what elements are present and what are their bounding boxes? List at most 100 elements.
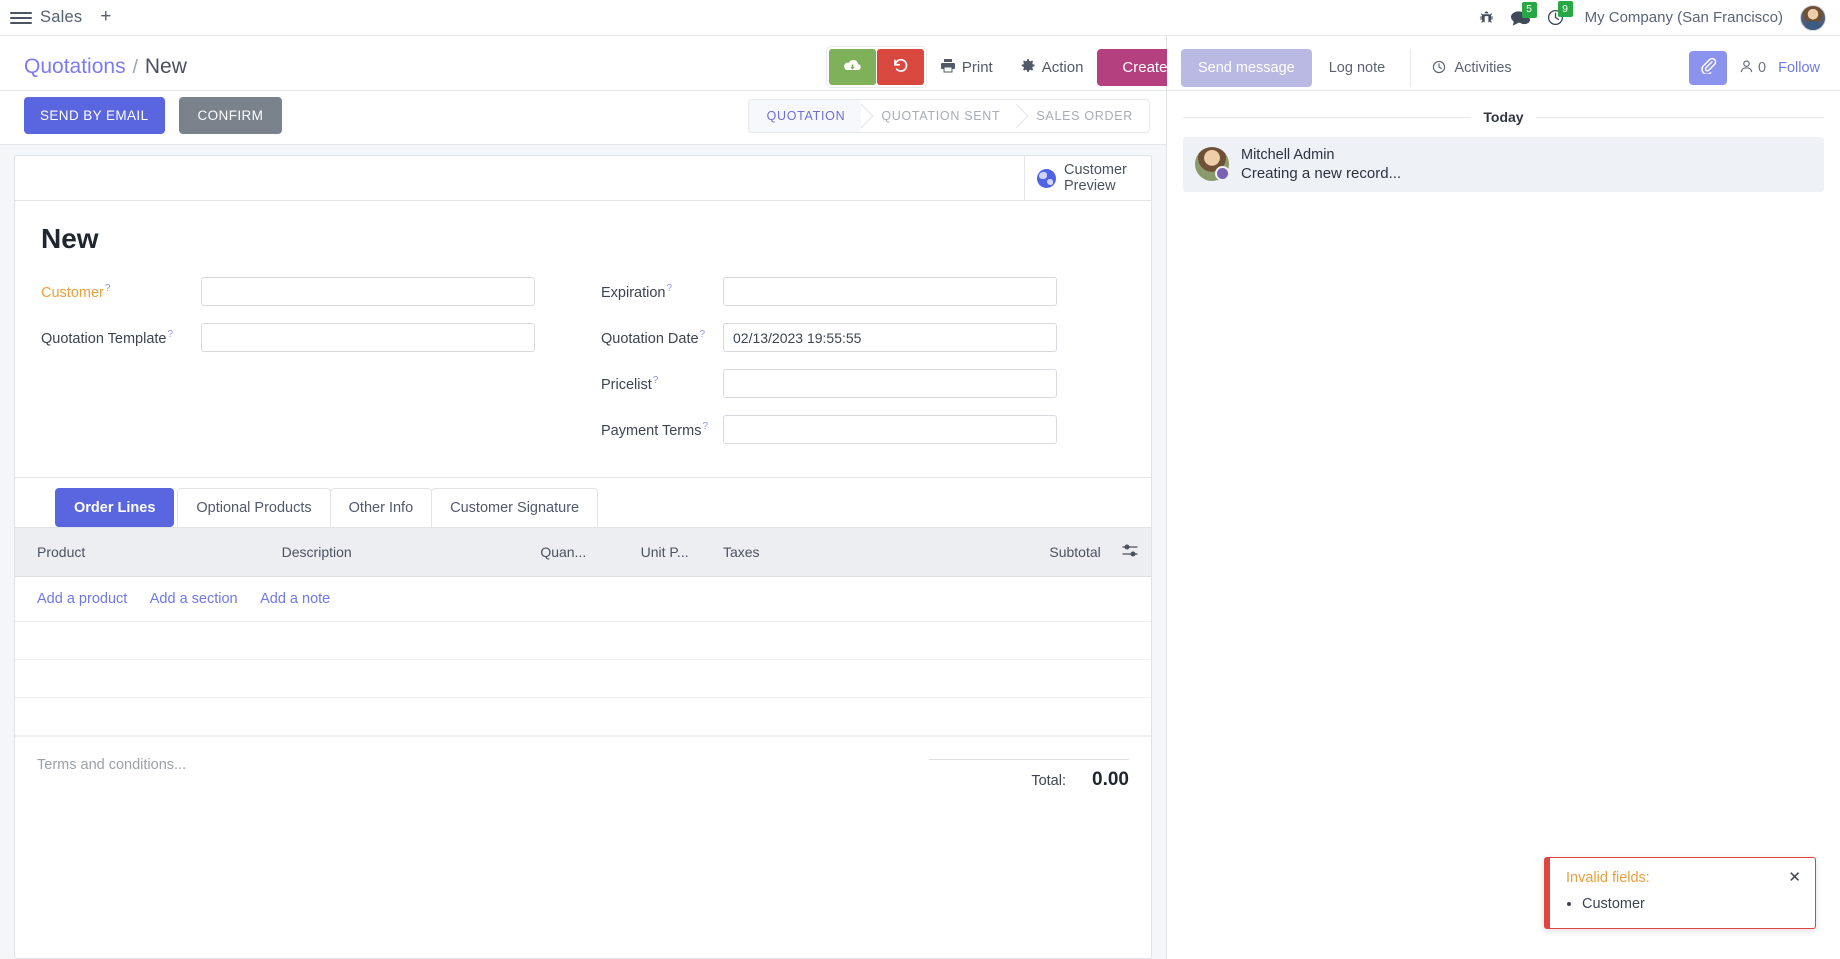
form-sheet: Customer Preview New Customer? (14, 155, 1152, 959)
message-author: Mitchell Admin (1241, 147, 1335, 163)
column-header-quantity: Quan... (532, 528, 633, 577)
tab-optional-products[interactable]: Optional Products (177, 488, 331, 527)
close-icon[interactable]: ✕ (1788, 869, 1801, 886)
expiration-help-icon[interactable]: ? (666, 283, 673, 294)
app-name[interactable]: Sales (40, 8, 83, 26)
discard-button[interactable] (876, 49, 924, 85)
message-body: Creating a new record... (1241, 165, 1402, 182)
cloud-upload-icon (843, 58, 862, 76)
invalid-fields-toast: Invalid fields: ✕ Customer (1544, 857, 1816, 929)
expiration-label: Expiration? (601, 277, 723, 301)
tab-other-info[interactable]: Other Info (329, 488, 433, 527)
quotation-date-help-icon[interactable]: ? (699, 329, 706, 340)
breadcrumb-separator: / (132, 57, 138, 78)
expiration-input[interactable] (723, 277, 1057, 306)
save-button[interactable] (828, 49, 876, 85)
gear-icon (1021, 58, 1036, 77)
empty-cell (15, 621, 1151, 660)
add-a-note-link[interactable]: Add a note (260, 591, 331, 607)
day-separator: Today (1183, 109, 1825, 125)
statusbar-step-sales-order[interactable]: SALES ORDER (1016, 99, 1149, 132)
tab-customer-signature[interactable]: Customer Signature (431, 488, 599, 527)
add-a-section-link[interactable]: Add a section (149, 591, 238, 607)
customer-help-icon[interactable]: ? (104, 283, 111, 294)
tab-order-lines[interactable]: Order Lines (55, 488, 175, 527)
message-thread: Today Mitchell Admin Creating a new reco… (1167, 91, 1840, 202)
empty-cell (15, 697, 1151, 736)
bug-icon[interactable] (1479, 10, 1494, 26)
customer-preview-label: Customer Preview (1064, 162, 1127, 194)
log-note-button[interactable]: Log note (1328, 60, 1386, 76)
record-title: New (41, 223, 99, 254)
print-button[interactable]: Print (926, 58, 1007, 77)
toast-items: Customer (1582, 896, 1803, 912)
total-label: Total: (1031, 773, 1067, 789)
action-label: Action (1041, 58, 1084, 76)
quotation-date-label: Quotation Date? (601, 323, 723, 347)
notebook: Order Lines Optional Products Other Info… (15, 477, 1151, 958)
add-a-product-link[interactable]: Add a product (37, 591, 128, 607)
field-row-quotation-date: Quotation Date? (601, 323, 1125, 353)
pricelist-input[interactable] (723, 369, 1057, 398)
quotation-date-input[interactable] (723, 323, 1057, 352)
control-panel: Quotations / New (0, 36, 1193, 91)
quotation-template-help-icon[interactable]: ? (167, 329, 174, 340)
menu-icon[interactable] (10, 7, 32, 29)
terms-and-conditions-input[interactable]: Terms and conditions... (37, 757, 187, 773)
empty-cell (15, 659, 1151, 698)
new-tab-plus-icon[interactable]: + (100, 6, 112, 27)
user-avatar[interactable] (1800, 4, 1826, 31)
sheet-wrapper: Customer Preview New Customer? (0, 145, 1166, 959)
attachment-button[interactable] (1689, 51, 1728, 85)
control-panel-row: Quotations / New (14, 44, 1193, 90)
customer-preview-line2: Preview (1064, 178, 1116, 194)
payment-terms-input[interactable] (723, 415, 1057, 444)
customer-input[interactable] (201, 277, 535, 306)
payment-terms-help-icon[interactable]: ? (702, 421, 709, 432)
fields-column-left: Customer? Quotation Template? (41, 277, 583, 461)
messages-icon[interactable]: 5 (1510, 1, 1537, 26)
empty-row (15, 697, 1151, 736)
activities-label: Activities (1454, 60, 1512, 76)
message-content: Mitchell Admin Creating a new record... (1241, 147, 1401, 182)
fields-column-right: Expiration? Quotation Date? (583, 277, 1125, 461)
column-header-subtotal: Subtotal (984, 528, 1109, 577)
activities-clock-icon[interactable]: 9 (1547, 1, 1573, 26)
follow-button[interactable]: Follow (1778, 60, 1820, 76)
sheet-body: New Customer? Quotation (15, 201, 1151, 461)
paperclip-icon (1700, 57, 1717, 79)
order-lines-head: Product Description Quan... Unit P... Ta… (15, 528, 1151, 577)
field-row-expiration: Expiration? (601, 277, 1125, 307)
quotation-template-label-text: Quotation Template (41, 330, 167, 347)
toast-title: Invalid fields: (1566, 870, 1650, 886)
top-navbar: Sales + 5 9 My Company (San Francisco) (0, 0, 1840, 36)
column-options-icon[interactable] (1122, 543, 1138, 561)
totals-box: Total: 0.00 (929, 757, 1129, 791)
activities-button[interactable]: Activities (1415, 49, 1528, 87)
quotation-template-input[interactable] (201, 323, 535, 352)
statusbar-step-quotation-sent[interactable]: QUOTATION SENT (861, 99, 1017, 132)
company-switcher[interactable]: My Company (San Francisco) (1584, 9, 1783, 26)
control-panel-center: Print Action (826, 47, 1098, 87)
pricelist-help-icon[interactable]: ? (652, 375, 659, 386)
column-header-unit-price: Unit P... (632, 528, 715, 577)
quotation-template-label: Quotation Template? (41, 323, 201, 347)
breadcrumb: Quotations / New (14, 55, 187, 79)
column-header-description: Description (273, 528, 533, 577)
send-message-button[interactable]: Send message (1181, 49, 1312, 87)
add-links-row: Add a product Add a section Add a note (15, 576, 1151, 622)
statusbar-step-quotation[interactable]: QUOTATION (748, 99, 862, 132)
chatter-right-group: 0 Follow (1689, 51, 1826, 85)
followers-button[interactable]: 0 (1739, 59, 1766, 78)
quotation-date-label-text: Quotation Date (601, 330, 699, 347)
customer-preview-button[interactable]: Customer Preview (1025, 156, 1151, 200)
add-links-cell: Add a product Add a section Add a note (15, 576, 1151, 622)
customer-label-text: Customer (41, 284, 104, 301)
order-lines-body: Add a product Add a section Add a note (15, 576, 1151, 736)
send-by-email-button[interactable]: SEND BY EMAIL (24, 97, 165, 134)
breadcrumb-quotations[interactable]: Quotations (24, 55, 126, 78)
expiration-label-text: Expiration (601, 284, 666, 301)
confirm-button[interactable]: CONFIRM (178, 97, 283, 134)
action-button[interactable]: Action (1007, 58, 1098, 77)
empty-row (15, 621, 1151, 660)
